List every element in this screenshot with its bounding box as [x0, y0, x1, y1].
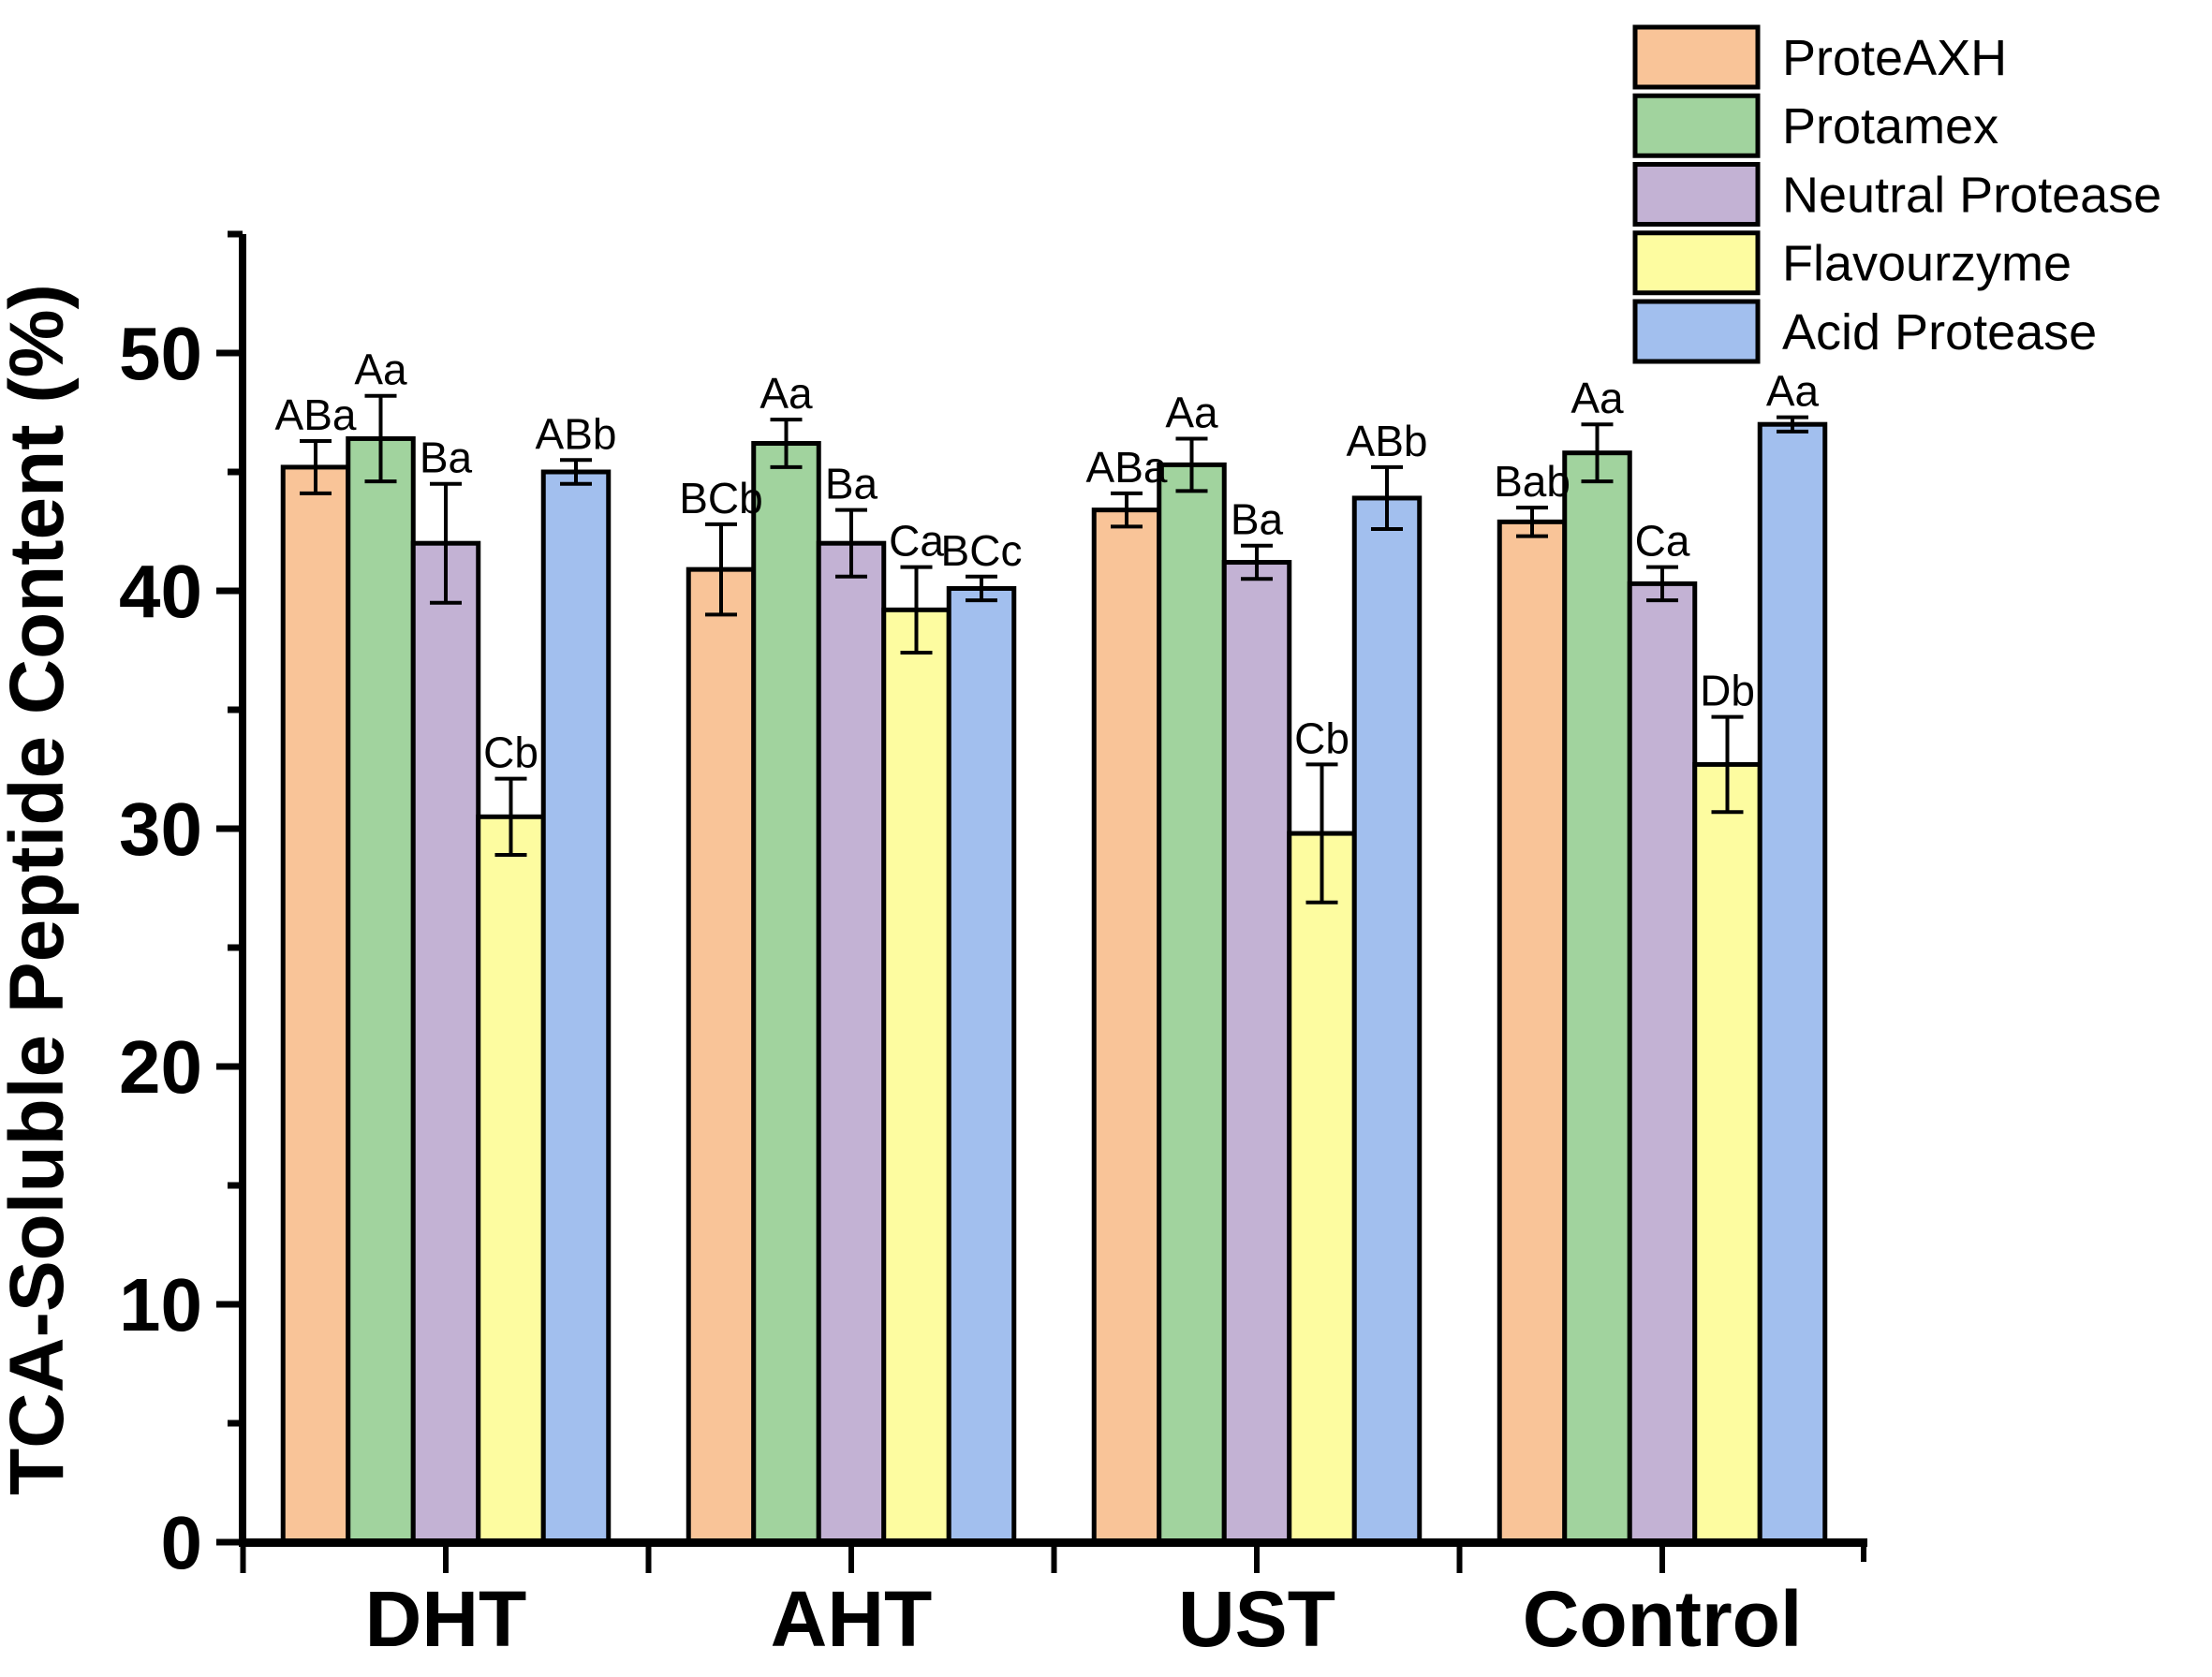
- bar-Control-ProteAXH: [1497, 519, 1568, 1547]
- x-category-label-DHT: DHT: [365, 1575, 527, 1663]
- y-tick-label: 20: [119, 1025, 202, 1109]
- sig-label-UST-Acid Protease: ABb: [1347, 417, 1428, 465]
- bar-Control-Acid Protease: [1757, 421, 1828, 1547]
- x-tick: [443, 1547, 449, 1573]
- y-major-tick: [216, 825, 243, 832]
- legend-swatch-Protamex: [1632, 93, 1761, 158]
- legend-label-Protamex: Protamex: [1782, 98, 1998, 154]
- y-minor-tick: [228, 230, 243, 238]
- axes-layer: [216, 230, 1867, 1573]
- bars-layer: [280, 421, 1828, 1547]
- bar-DHT-Flavourzyme: [476, 814, 546, 1547]
- x-tick: [645, 1547, 652, 1573]
- legend-label-ProteAXH: ProteAXH: [1782, 30, 2007, 86]
- legend-swatch-Flavourzyme: [1632, 230, 1761, 296]
- y-axis-title: TCA-Soluble Peptide Content (%): [0, 284, 80, 1495]
- y-major-tick: [216, 349, 243, 357]
- sig-label-DHT-Flavourzyme: Cb: [483, 728, 538, 777]
- bar-AHT-ProteAXH: [686, 566, 757, 1547]
- bar-AHT-Neutral Protease: [816, 540, 887, 1547]
- sig-label-Control-Acid Protease: Aa: [1766, 367, 1820, 416]
- error-bars-layer: [300, 393, 1808, 905]
- legend-swatch-Acid Protease: [1632, 299, 1761, 364]
- sig-label-UST-Flavourzyme: Cb: [1294, 713, 1349, 762]
- sig-label-UST-ProteAXH: ABa: [1086, 443, 1168, 492]
- sig-label-UST-Protamex: Aa: [1165, 388, 1218, 436]
- bar-DHT-Acid Protease: [540, 469, 612, 1547]
- category-labels-layer: DHT AHT UST Control: [365, 1575, 1803, 1663]
- bar-UST-Acid Protease: [1351, 495, 1423, 1547]
- legend-swatch-Neutral Protease: [1632, 162, 1761, 227]
- y-tick-label: 30: [119, 787, 202, 871]
- bar-UST-ProteAXH: [1091, 508, 1162, 1547]
- y-minor-tick: [228, 1182, 243, 1189]
- x-tick: [1659, 1547, 1665, 1573]
- bar-AHT-Flavourzyme: [881, 607, 951, 1547]
- bar-DHT-Neutral Protease: [410, 540, 481, 1547]
- sig-label-Control-Protamex: Aa: [1571, 374, 1624, 422]
- tick-labels-layer: 0 10 20 30 40 50: [119, 312, 202, 1584]
- y-minor-tick: [228, 944, 243, 951]
- bar-UST-Flavourzyme: [1287, 831, 1357, 1547]
- legend-label-Neutral Protease: Neutral Protease: [1782, 167, 2161, 223]
- bar-Control-Neutral Protease: [1627, 581, 1698, 1547]
- sig-label-AHT-Neutral Protease: Ba: [825, 460, 878, 508]
- bar-AHT-Protamex: [751, 441, 821, 1547]
- sig-label-DHT-Acid Protease: ABb: [536, 409, 617, 458]
- y-major-tick: [216, 1538, 243, 1546]
- y-major-tick: [216, 1063, 243, 1070]
- y-tick-label: 10: [119, 1263, 202, 1346]
- x-category-label-Control: Control: [1523, 1575, 1803, 1663]
- bar-DHT-Protamex: [346, 435, 416, 1547]
- y-minor-tick: [228, 706, 243, 713]
- bar-AHT-Acid Protease: [946, 585, 1017, 1547]
- legend-swatch-ProteAXH: [1632, 24, 1761, 90]
- x-tick: [1861, 1547, 1866, 1562]
- sig-label-DHT-ProteAXH: ABa: [275, 390, 357, 439]
- bar-UST-Protamex: [1157, 462, 1227, 1547]
- y-axis-line: [239, 234, 246, 1546]
- bar-DHT-ProteAXH: [280, 464, 351, 1547]
- sig-label-DHT-Neutral Protease: Ba: [420, 434, 473, 482]
- sig-label-Control-Flavourzyme: Db: [1700, 667, 1755, 715]
- y-minor-tick: [228, 468, 243, 476]
- sig-label-Control-Neutral Protease: Ca: [1635, 517, 1690, 566]
- x-category-label-AHT: AHT: [771, 1575, 933, 1663]
- x-tick: [1254, 1547, 1260, 1573]
- sig-label-Control-ProteAXH: Bab: [1494, 457, 1571, 506]
- x-tick: [1456, 1547, 1463, 1573]
- legend: ProteAXH Protamex Neutral Protease Flavourz…: [1632, 24, 2161, 364]
- sig-label-AHT-Flavourzyme: Ca: [889, 517, 944, 566]
- x-axis-line: [239, 1538, 1867, 1547]
- bar-Control-Protamex: [1562, 450, 1632, 1547]
- bar-Control-Flavourzyme: [1692, 761, 1762, 1547]
- sig-label-UST-Neutral Protease: Ba: [1231, 495, 1284, 544]
- sig-label-AHT-Acid Protease: BCc: [941, 526, 1023, 575]
- legend-label-Acid Protease: Acid Protease: [1782, 304, 2097, 360]
- sig-label-AHT-Protamex: Aa: [759, 369, 813, 418]
- y-tick-label: 50: [119, 312, 202, 395]
- x-tick: [848, 1547, 854, 1573]
- x-tick: [240, 1547, 246, 1573]
- sig-label-DHT-Protamex: Aa: [354, 346, 407, 394]
- bar-UST-Neutral Protease: [1221, 560, 1292, 1547]
- y-major-tick: [216, 1301, 243, 1308]
- y-minor-tick: [228, 1420, 243, 1427]
- y-tick-label: 0: [161, 1501, 203, 1584]
- legend-label-Flavourzyme: Flavourzyme: [1782, 236, 2072, 292]
- y-major-tick: [216, 587, 243, 595]
- y-tick-label: 40: [119, 550, 202, 633]
- x-tick: [1051, 1547, 1057, 1573]
- x-category-label-UST: UST: [1178, 1575, 1335, 1663]
- sig-label-AHT-ProteAXH: BCb: [679, 474, 762, 522]
